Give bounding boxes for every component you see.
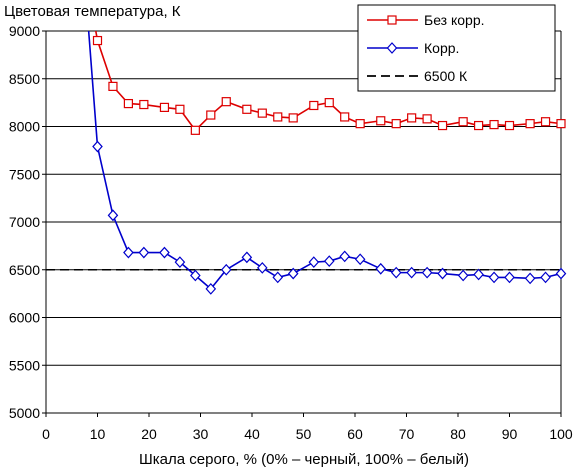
data-point-correction: [308, 256, 320, 269]
legend-label-no-correction: Без корр.: [424, 12, 485, 28]
x-tick-labels: 0 10 20 30 40 50 60 70 80 90 100: [42, 426, 573, 442]
data-point-correction: [339, 250, 351, 263]
data-point-correction: [190, 269, 201, 282]
data-point-correction: [524, 272, 536, 285]
data-point-no-correction: [108, 81, 118, 91]
data-point-correction: [174, 256, 186, 269]
y-tick-label: 7500: [9, 166, 40, 182]
data-point-no-correction: [355, 119, 365, 129]
data-point-correction: [323, 255, 335, 268]
series-markers: [92, 35, 567, 295]
y-tick-label: 6000: [9, 310, 40, 326]
data-point-no-correction: [474, 120, 484, 131]
x-tick-label: 70: [399, 426, 415, 442]
data-point-correction: [92, 140, 103, 153]
y-axis-title: Цветовая температура, К: [4, 3, 181, 20]
x-tick-label: 30: [193, 426, 209, 442]
data-point-no-correction: [422, 114, 432, 124]
data-point-correction: [354, 253, 366, 266]
legend-marker-no-correction: [387, 15, 397, 25]
data-point-correction: [375, 262, 387, 275]
data-point-no-correction: [556, 119, 566, 129]
y-tick-labels: 5000 5500 6000 6500 7000 7500 8000 8500 9000: [9, 23, 40, 421]
data-point-correction: [220, 263, 232, 276]
data-point-no-correction: [92, 35, 103, 46]
x-axis-title: Шкала серого, % (0% – черный, 100% – бел…: [139, 451, 469, 467]
data-point-correction: [287, 267, 299, 280]
y-tick-label: 5000: [9, 405, 40, 421]
data-point-no-correction: [504, 120, 515, 131]
legend: Без корр. Корр. 6500 К: [357, 4, 556, 92]
data-point-no-correction: [175, 104, 185, 114]
x-tick-label: 40: [244, 426, 260, 442]
y-tick-label: 6500: [9, 262, 40, 278]
data-point-no-correction: [489, 119, 499, 130]
data-point-correction: [390, 266, 402, 279]
data-point-no-correction: [376, 116, 386, 126]
data-point-correction: [473, 268, 484, 281]
x-tick-label: 50: [296, 426, 312, 442]
data-point-no-correction: [391, 119, 401, 129]
x-tick-label: 60: [347, 426, 363, 442]
x-tick-label: 100: [549, 426, 573, 442]
data-point-correction: [555, 267, 567, 280]
data-point-no-correction: [159, 102, 170, 113]
data-point-no-correction: [139, 99, 149, 110]
data-point-correction: [457, 269, 469, 282]
data-point-no-correction: [257, 108, 267, 118]
data-point-correction: [205, 282, 217, 295]
data-point-no-correction: [540, 117, 551, 127]
data-point-no-correction: [458, 117, 468, 127]
data-point-no-correction: [340, 112, 350, 122]
data-point-correction: [107, 209, 119, 222]
x-tick-label: 10: [90, 426, 106, 442]
data-point-no-correction: [288, 113, 298, 123]
data-point-no-correction: [437, 120, 448, 131]
y-tick-label: 8500: [9, 71, 40, 87]
data-point-no-correction: [242, 104, 252, 114]
data-point-no-correction: [407, 113, 417, 123]
legend-marker-correction: [386, 42, 398, 54]
data-point-correction: [488, 271, 500, 284]
data-point-correction: [256, 261, 268, 274]
data-point-no-correction: [525, 119, 535, 129]
x-tick-label: 20: [141, 426, 157, 442]
legend-label-6500: 6500 К: [424, 68, 468, 84]
data-point-correction: [406, 266, 417, 279]
data-point-no-correction: [123, 98, 134, 109]
data-point-no-correction: [324, 98, 334, 108]
data-point-correction: [138, 246, 150, 259]
data-point-correction: [159, 246, 170, 259]
y-tick-label: 8000: [9, 119, 40, 135]
data-point-no-correction: [221, 97, 231, 107]
legend-label-correction: Корр.: [424, 40, 459, 56]
x-tick-label: 0: [42, 426, 50, 442]
x-tick-label: 80: [450, 426, 466, 442]
data-point-no-correction: [206, 110, 216, 120]
data-point-correction: [421, 266, 433, 279]
data-point-no-correction: [190, 125, 200, 135]
data-point-no-correction: [309, 100, 319, 111]
y-tick-label: 5500: [9, 357, 40, 373]
y-tick-label: 7000: [9, 214, 40, 230]
data-point-correction: [123, 246, 134, 259]
data-point-correction: [272, 271, 284, 284]
data-point-correction: [241, 251, 253, 264]
data-point-correction: [504, 271, 515, 284]
data-point-correction: [437, 267, 448, 280]
y-tick-label: 9000: [9, 23, 40, 39]
data-point-correction: [540, 271, 551, 284]
x-tick-label: 90: [502, 426, 518, 442]
data-point-no-correction: [273, 112, 283, 122]
